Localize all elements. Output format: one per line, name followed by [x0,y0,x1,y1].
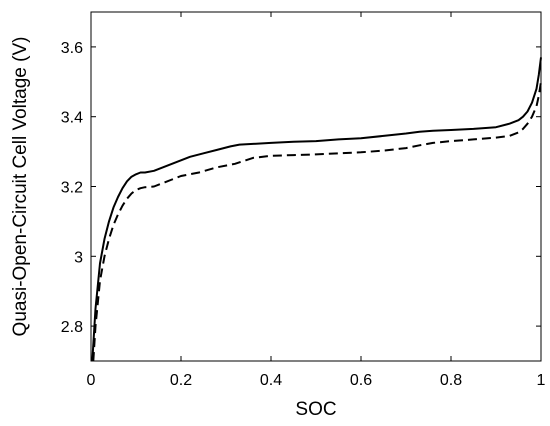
dashed-voltage-curve [92,81,542,362]
x-axis-title: SOC [295,399,336,420]
x-tick-label: 0.4 [260,372,282,389]
x-tick-label: 0.2 [170,372,192,389]
y-tick-label: 3.2 [61,180,83,197]
y-tick-label: 3 [74,249,83,266]
x-tick-label: 1 [537,372,546,389]
solid-voltage-curve [91,57,542,362]
x-tick-label: 0 [87,372,96,389]
y-tick-label: 3.6 [61,40,83,57]
series-layer [91,57,542,362]
x-tick-label: 0.6 [350,372,372,389]
y-axis-title: Quasi-Open-Circuit Cell Voltage (V) [10,37,31,337]
plot-frame [90,11,542,362]
x-tick-label: 0.8 [440,372,462,389]
y-tick-label: 3.4 [61,110,83,127]
y-tick-label: 2.8 [61,319,83,336]
ticks-layer: 0 0.2 0.4 0.6 0.8 1 2.8 3 3.2 3.4 3.6 [61,12,546,389]
